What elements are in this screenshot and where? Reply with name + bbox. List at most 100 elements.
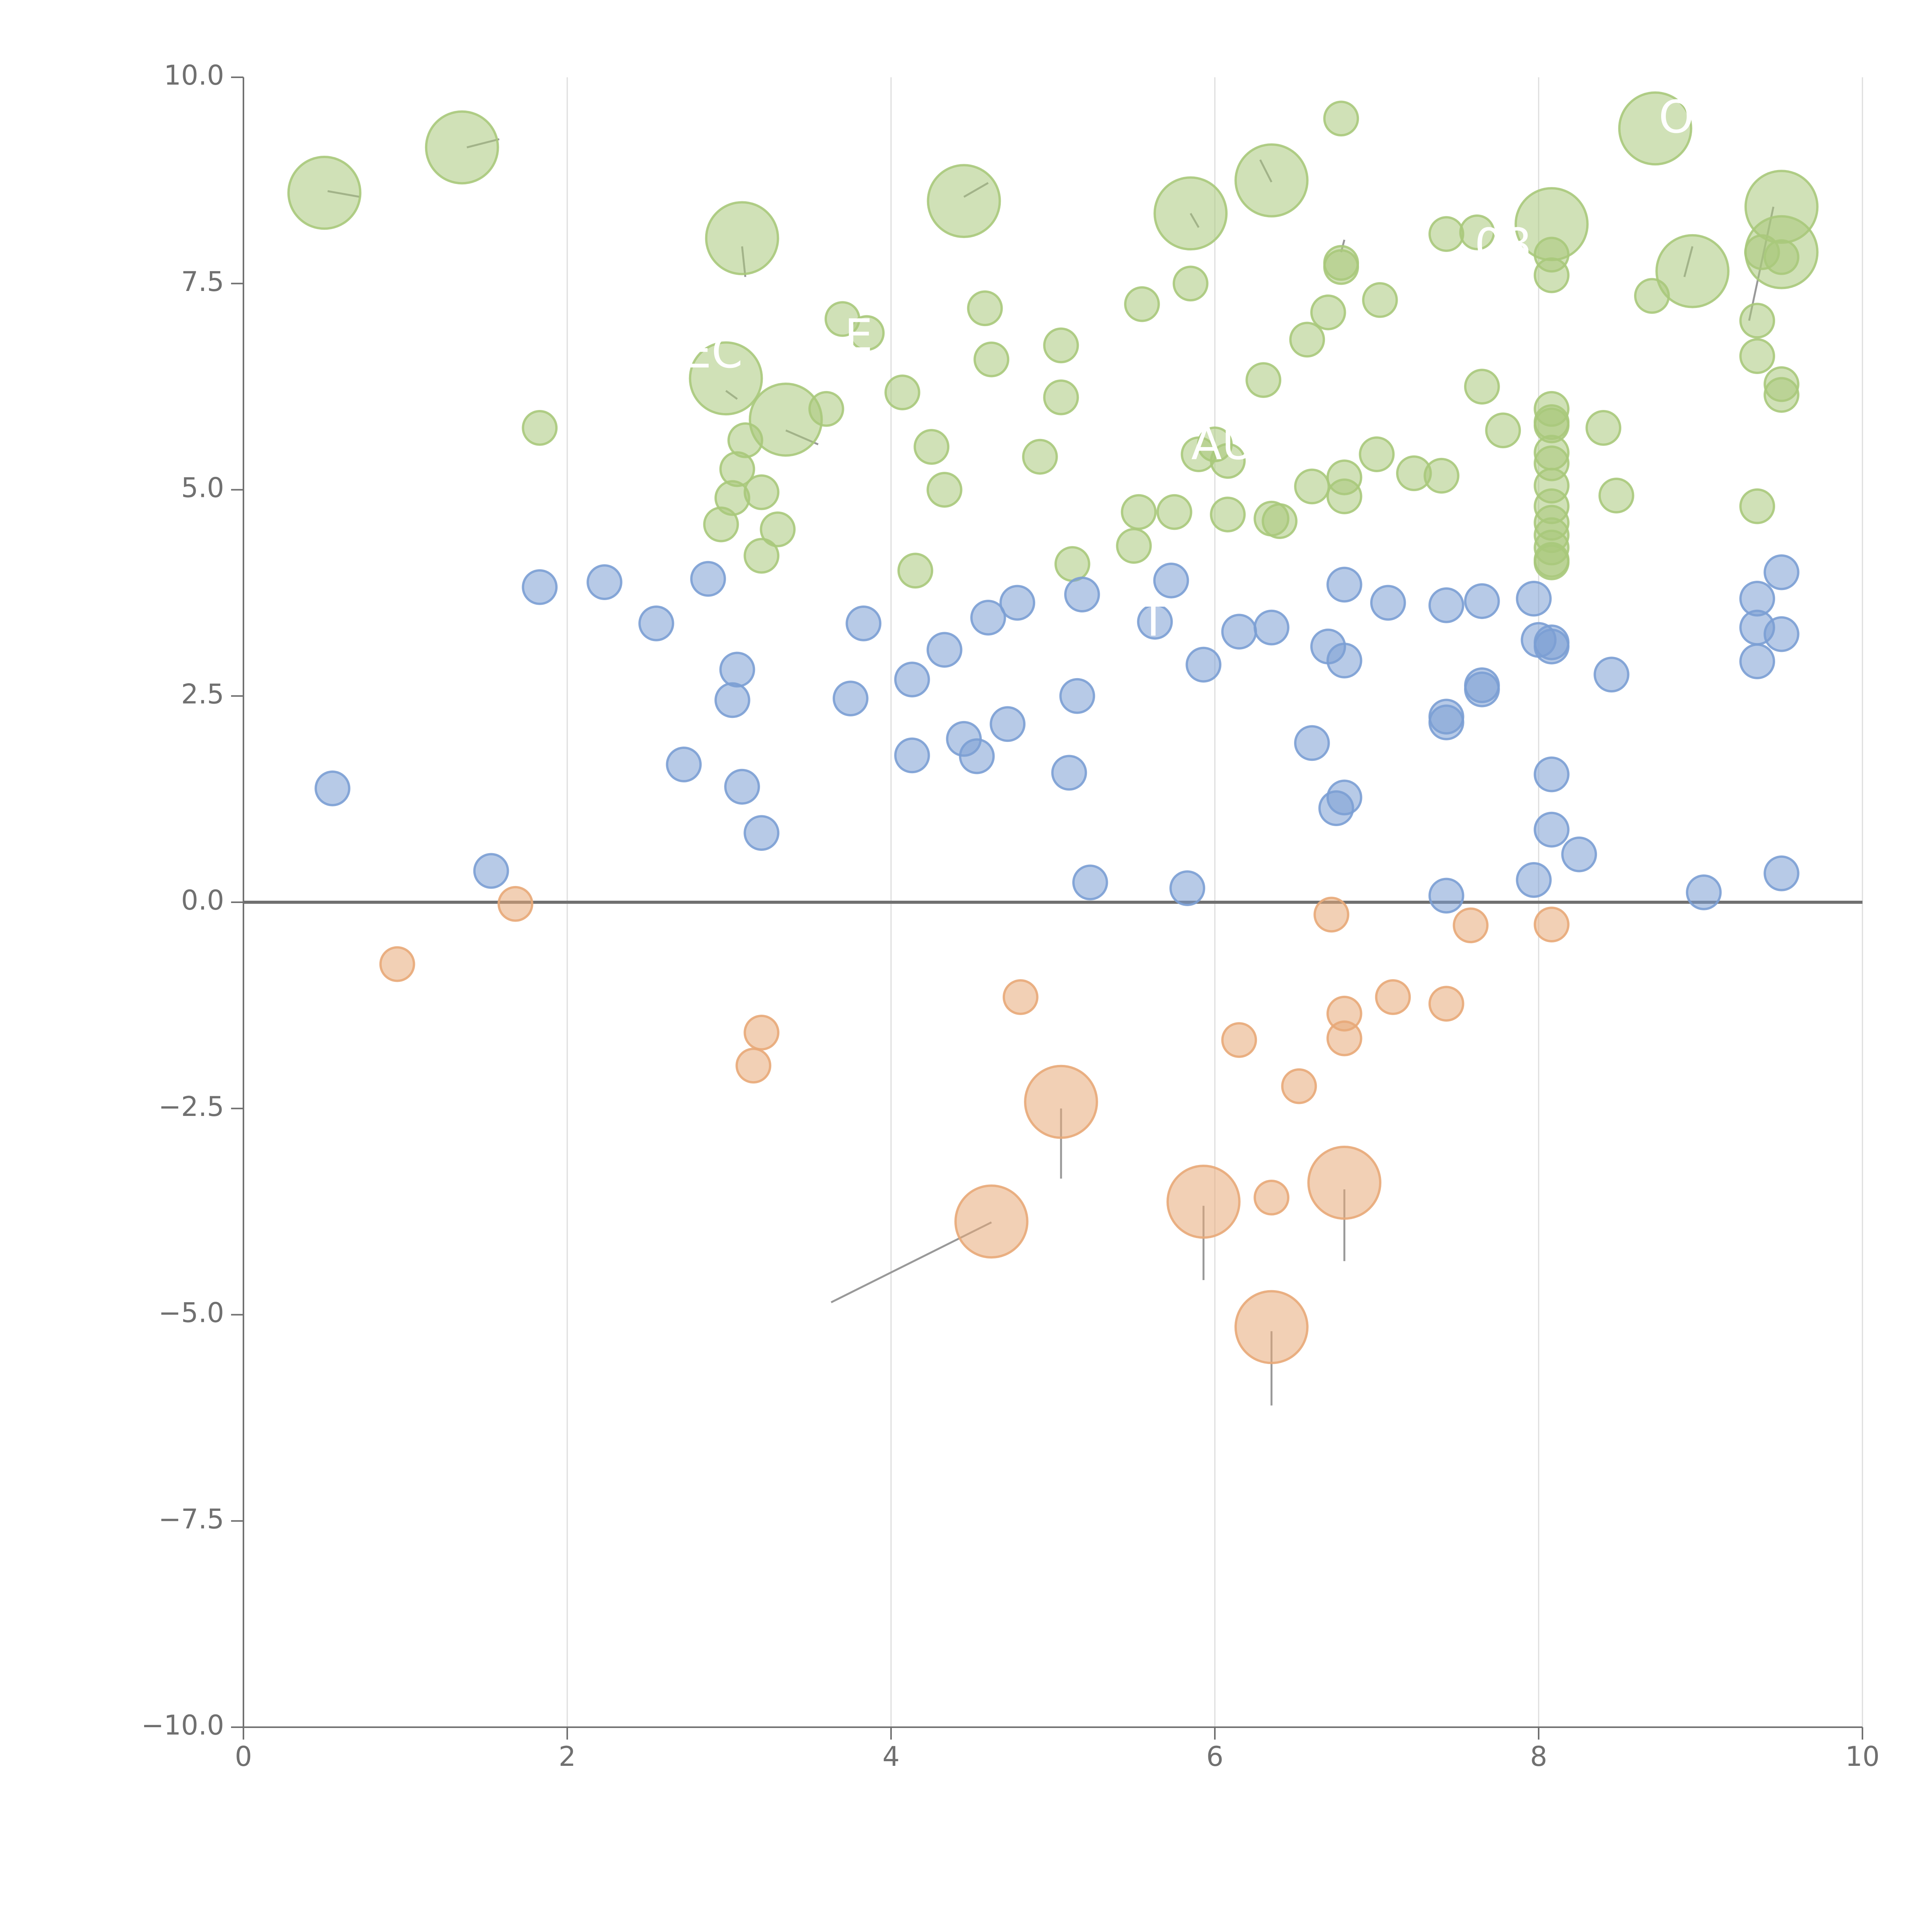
data-point-high (748, 383, 823, 457)
data-point-negative (497, 886, 534, 922)
data-point-negative (1428, 986, 1464, 1022)
x-tick-label: 0 (235, 1741, 252, 1772)
data-point-negative (1452, 907, 1489, 944)
data-point-high (1323, 100, 1359, 137)
data-point-mid (1561, 836, 1597, 872)
data-point-mid (587, 564, 622, 600)
data-point-high (689, 341, 763, 416)
data-point-high (1153, 176, 1228, 251)
data-point-mid (1169, 870, 1206, 906)
data-point-mid (1428, 878, 1464, 914)
point-label: EC (683, 326, 743, 378)
data-point-negative (1375, 979, 1411, 1015)
data-point-mid (666, 747, 702, 782)
point-label: O (1658, 91, 1694, 143)
data-point-mid (473, 853, 509, 889)
data-point-mid (1764, 616, 1799, 652)
data-point-high (287, 156, 362, 230)
data-point-negative (1221, 1022, 1257, 1058)
data-point-high (1294, 468, 1330, 505)
data-point-high (1156, 494, 1192, 530)
point-label: K (792, 490, 823, 542)
data-point-negative (735, 1048, 772, 1084)
data-point-mid (1059, 678, 1095, 714)
data-point-high (760, 511, 796, 548)
data-point-high (967, 290, 1003, 327)
data-point-negative (1002, 979, 1039, 1015)
point-label: AU (1191, 418, 1255, 470)
data-point-mid (959, 738, 995, 774)
data-point-high (1124, 286, 1160, 322)
data-point-mid (1326, 566, 1362, 603)
data-point-negative (1024, 1065, 1098, 1139)
data-point-mid (1428, 704, 1464, 740)
data-point-mid (926, 632, 963, 668)
data-point-high (1739, 303, 1775, 339)
data-point-mid (1764, 855, 1799, 891)
data-point-high (913, 429, 950, 465)
data-point-high (1262, 503, 1298, 539)
y-tick-label: 5.0 (181, 472, 224, 504)
data-point-negative (1307, 1146, 1382, 1220)
data-point-high (1210, 497, 1246, 532)
data-point-mid (1464, 583, 1500, 619)
data-point-high (1464, 369, 1500, 405)
data-point-mid (1185, 646, 1222, 683)
data-point-mid (1326, 643, 1362, 679)
data-point-negative (1313, 896, 1350, 933)
y-tick-label: 0.0 (181, 884, 224, 916)
data-point-mid (1764, 554, 1799, 590)
data-point-high (1459, 214, 1495, 250)
data-point-negative (743, 1014, 780, 1051)
data-point-high (522, 410, 558, 446)
data-point-high (1485, 412, 1521, 449)
data-point-high (1764, 377, 1799, 413)
point-labels: O 08 EC E AU K T (683, 91, 1694, 646)
data-point-mid (1051, 755, 1087, 791)
data-point-high (926, 472, 963, 508)
data-point-high (1585, 410, 1621, 446)
data-point-high (1764, 239, 1799, 275)
data-point-mid (970, 600, 1006, 636)
data-point-high (1362, 282, 1398, 318)
y-tick-label: −7.5 (158, 1503, 224, 1535)
data-point-high (973, 341, 1010, 378)
data-point-negative (954, 1184, 1029, 1259)
data-point-negative (1281, 1068, 1317, 1104)
data-point-mid (719, 651, 755, 688)
data-point-mid (1137, 604, 1173, 640)
x-tick-label: 6 (1206, 1741, 1224, 1772)
data-point-mid (990, 706, 1026, 742)
data-point-high (1739, 488, 1775, 524)
data-point-high (1289, 321, 1325, 358)
data-point-mid (1534, 628, 1570, 665)
data-point-high (1618, 91, 1692, 166)
data-point-negative (1234, 1290, 1309, 1364)
data-point-high (1310, 294, 1346, 330)
data-point-high (897, 553, 934, 589)
y-tick-label: −5.0 (158, 1297, 224, 1329)
data-point-mid (1516, 580, 1552, 617)
data-point-mid (724, 769, 760, 805)
data-point-negative (1534, 906, 1570, 942)
data-point-high (927, 164, 1001, 238)
x-tick-label: 8 (1530, 1741, 1548, 1772)
data-points (287, 91, 1819, 1364)
data-point-mid (894, 662, 930, 697)
data-point-mid (832, 680, 869, 716)
data-point-mid (1221, 614, 1257, 650)
data-point-mid (522, 569, 558, 605)
data-point-high (1326, 478, 1362, 514)
x-tick-label: 4 (883, 1741, 900, 1772)
data-point-high (1534, 257, 1570, 293)
data-point-mid (845, 605, 882, 641)
data-point-high (743, 537, 780, 574)
data-point-high (1043, 327, 1079, 364)
data-point-high (1121, 494, 1157, 530)
data-point-high (1245, 362, 1282, 398)
data-point-mid (638, 605, 674, 641)
y-tick-label: −10.0 (141, 1709, 224, 1741)
data-point-high (884, 374, 920, 410)
data-point-negative (379, 946, 415, 982)
data-point-mid (1686, 874, 1722, 910)
